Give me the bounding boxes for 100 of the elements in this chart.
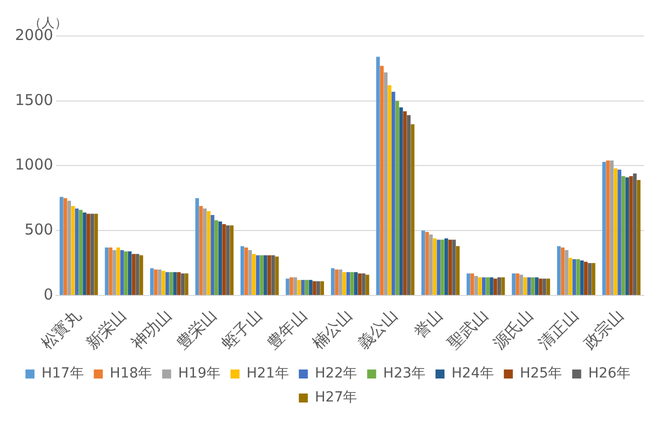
bar	[636, 180, 641, 295]
bar	[286, 278, 290, 295]
bar	[169, 272, 173, 295]
bar	[342, 272, 346, 295]
bar	[256, 255, 260, 295]
bar	[210, 215, 214, 295]
bar	[158, 270, 162, 295]
bar	[334, 270, 338, 295]
bar	[560, 247, 565, 295]
legend-label: H24年	[452, 366, 494, 382]
bar	[531, 277, 535, 295]
bar	[527, 277, 531, 295]
bar	[520, 274, 524, 295]
y-tick-label: 0	[44, 285, 54, 304]
bar	[162, 270, 166, 295]
bar	[592, 263, 596, 295]
bar	[346, 272, 350, 295]
bar	[452, 240, 456, 295]
bar	[264, 255, 268, 295]
bar	[606, 160, 610, 295]
bar	[230, 225, 234, 295]
bar	[67, 200, 71, 295]
bar	[358, 273, 362, 295]
x-tick-label: 楠公山	[308, 306, 356, 353]
bar	[293, 277, 298, 295]
legend-label: H23年	[383, 366, 426, 382]
bar	[116, 247, 120, 295]
bar	[195, 198, 199, 295]
legend-label: H19年	[178, 366, 220, 382]
bar	[64, 198, 68, 295]
legend-label: H27年	[314, 390, 358, 406]
bar	[633, 174, 637, 295]
x-tick-label: 松寳丸	[37, 306, 85, 353]
bar	[304, 280, 309, 295]
bar	[538, 278, 542, 295]
bar	[629, 176, 633, 295]
bar	[523, 277, 528, 295]
bar	[534, 277, 539, 295]
bar	[448, 240, 452, 295]
bar	[572, 259, 576, 295]
bar	[362, 273, 366, 295]
bar	[206, 211, 210, 295]
bar	[486, 277, 490, 295]
bar	[618, 170, 622, 295]
bar	[132, 254, 136, 295]
x-tick-label: 豊栄山	[172, 306, 220, 353]
bar	[421, 230, 426, 295]
bar	[139, 255, 144, 295]
bar	[112, 250, 116, 295]
y-tick-label: 1500	[14, 90, 54, 109]
bar	[218, 222, 222, 295]
bar	[384, 72, 388, 295]
bar	[614, 168, 618, 295]
bar	[226, 225, 230, 295]
bar	[576, 259, 580, 295]
bar	[177, 272, 181, 295]
bar	[203, 208, 207, 295]
bar	[244, 247, 248, 295]
bar	[173, 272, 177, 295]
bar	[94, 214, 98, 295]
bar	[214, 220, 218, 295]
bar	[71, 206, 75, 295]
bar	[410, 124, 414, 295]
x-tick-label: 蛭子山	[218, 306, 266, 353]
legend-label: H22年	[314, 366, 358, 382]
x-tick-label: 聖武山	[444, 306, 492, 353]
bar	[301, 280, 305, 295]
bar	[621, 176, 626, 295]
legend-label: H21年	[246, 366, 289, 382]
bar	[456, 246, 460, 295]
bar	[124, 251, 128, 295]
bar	[154, 270, 158, 295]
bar	[271, 255, 275, 295]
bar	[482, 277, 486, 295]
bar	[478, 277, 482, 295]
bar	[82, 212, 86, 295]
bar	[150, 268, 154, 295]
bar	[78, 210, 83, 295]
bar	[512, 273, 516, 295]
bar	[199, 206, 203, 295]
bar	[432, 238, 437, 295]
bar	[104, 247, 109, 295]
x-tick-label: 新栄山	[82, 306, 130, 353]
bar	[392, 92, 396, 295]
y-tick-label: 500	[24, 220, 54, 238]
bar	[354, 272, 358, 295]
bar	[75, 208, 79, 295]
bar	[350, 272, 354, 295]
bar	[436, 240, 440, 295]
bar	[497, 277, 502, 295]
bar	[546, 278, 550, 295]
bar	[297, 280, 301, 295]
x-tick-label: 源氏山	[489, 306, 537, 353]
x-tick-label: 義公山	[354, 306, 402, 353]
bar	[90, 214, 94, 295]
bar	[542, 278, 546, 295]
bar	[338, 270, 342, 295]
bar	[240, 246, 244, 295]
bar	[516, 273, 520, 295]
x-tick-label: 神功山	[128, 306, 175, 353]
